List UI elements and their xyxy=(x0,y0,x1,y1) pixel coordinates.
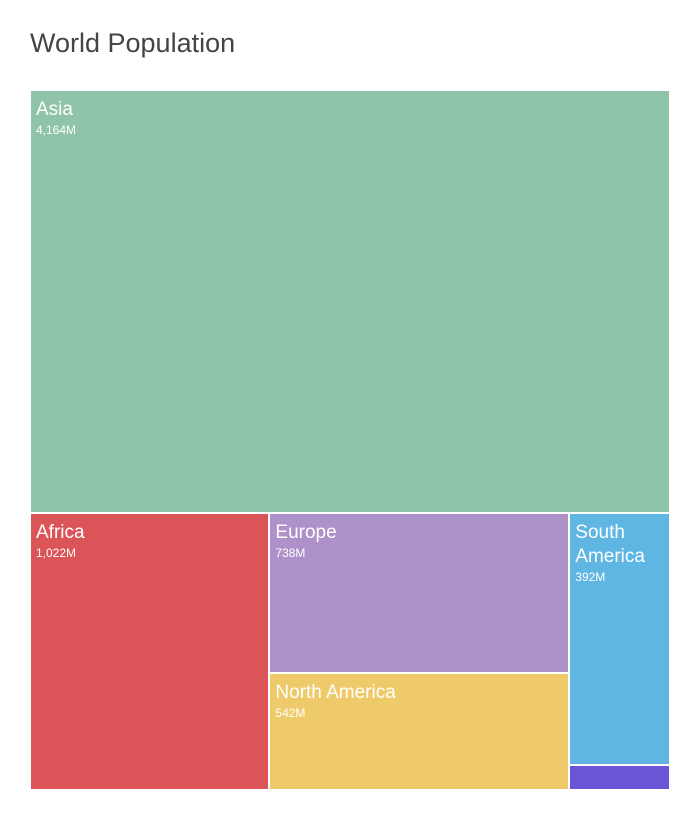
treemap-label-north-america: North America 542M xyxy=(275,681,564,721)
treemap-cell-africa: Africa 1,022M xyxy=(30,512,270,790)
treemap-cell-asia: Asia 4,164M xyxy=(30,90,670,513)
treemap-cell-south-america: South America 392M xyxy=(569,512,670,766)
treemap-label-name: South America xyxy=(575,521,645,567)
treemap-cell-north-america: North America 542M xyxy=(269,672,570,790)
treemap-label-value: 4,164M xyxy=(36,123,77,137)
treemap-label-name: Asia xyxy=(36,99,73,120)
treemap-label-value: 392M xyxy=(575,569,606,584)
treemap-label-value: 738M xyxy=(275,545,306,560)
treemap-label-name: Europe xyxy=(275,521,337,543)
treemap-label-south-america: South America 392M xyxy=(575,521,665,585)
treemap-chart: Asia 4,164M Africa 1,022M Europe 738M North Am… xyxy=(30,90,670,790)
treemap-label-name: North America xyxy=(275,681,396,703)
treemap-label-value: 542M xyxy=(275,705,306,720)
treemap-label-asia: Asia 4,164M xyxy=(36,98,665,138)
chart-title: World Population xyxy=(30,28,236,58)
treemap-label-africa: Africa 1,022M xyxy=(36,521,264,561)
treemap-label-value: 1,022M xyxy=(36,545,77,560)
treemap-label-europe: Europe 738M xyxy=(275,521,564,561)
treemap-label-name: Africa xyxy=(36,521,85,543)
treemap-cell-other xyxy=(569,765,670,790)
treemap-cell-europe: Europe 738M xyxy=(269,512,570,673)
